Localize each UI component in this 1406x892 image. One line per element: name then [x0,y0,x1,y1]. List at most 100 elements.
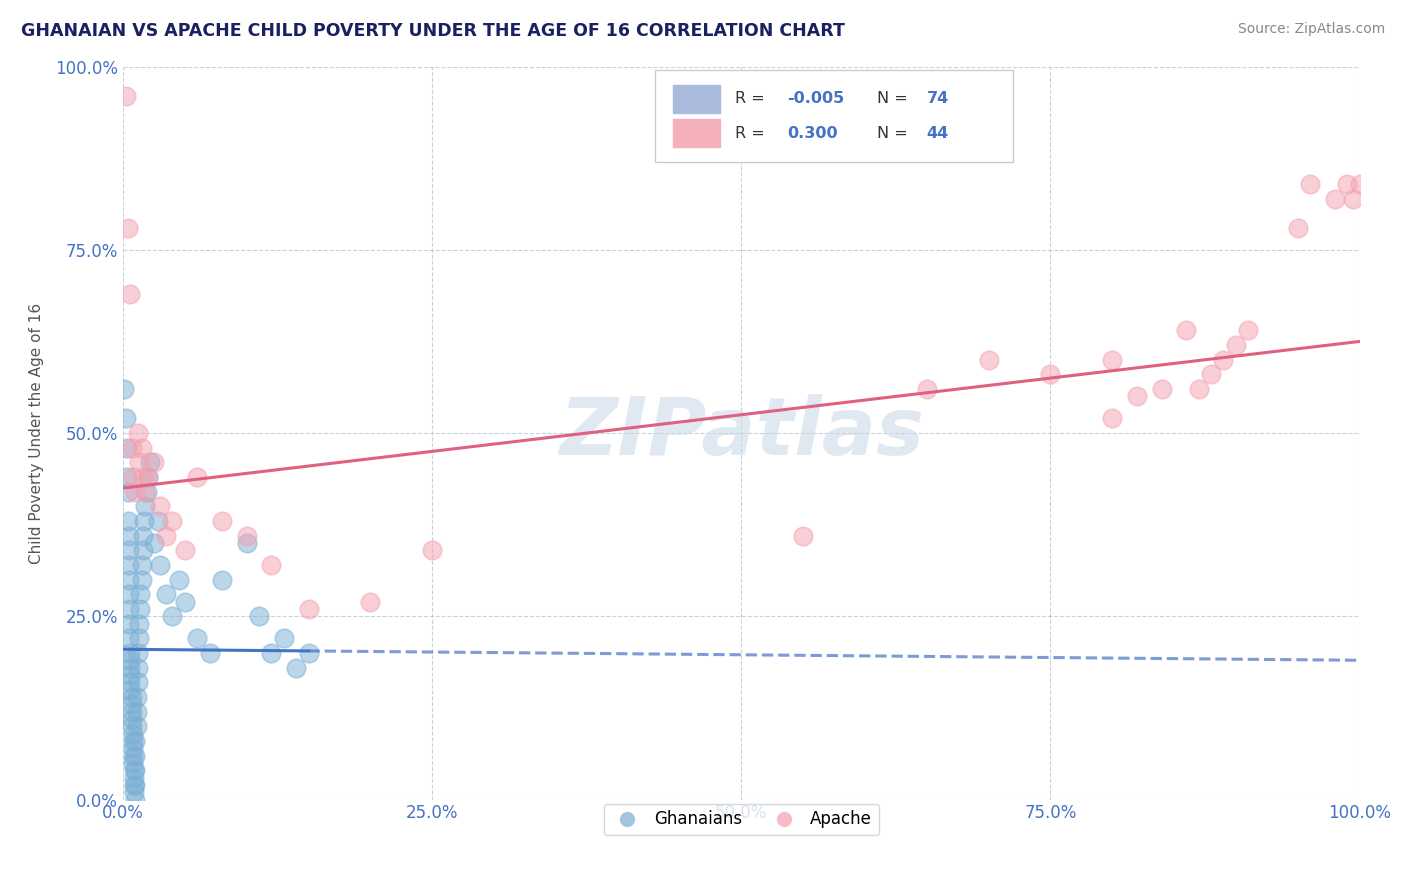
Text: 74: 74 [927,91,949,106]
Point [1212,352,1234,367]
Point [120,660,142,674]
Point [139,455,162,469]
Point [173,594,195,608]
Point [132,470,155,484]
Point [420,543,443,558]
Point [118,616,141,631]
Point [142,536,165,550]
Point [1299,177,1322,191]
Point [128,455,150,469]
Point [297,646,319,660]
Point [132,543,155,558]
Point [173,543,195,558]
Text: N =: N = [877,126,912,141]
Point [1188,382,1211,396]
Point [127,675,149,690]
Point [155,587,177,601]
Point [125,705,148,719]
Point [118,558,141,572]
Point [186,470,208,484]
Point [121,441,143,455]
Legend: Ghanaians, Apache: Ghanaians, Apache [603,804,879,835]
Point [114,89,136,103]
Point [121,690,143,704]
FancyBboxPatch shape [673,85,720,112]
Point [235,536,257,550]
Point [1199,368,1222,382]
Point [1348,177,1371,191]
Text: GHANAIAN VS APACHE CHILD POVERTY UNDER THE AGE OF 16 CORRELATION CHART: GHANAIAN VS APACHE CHILD POVERTY UNDER T… [21,22,845,40]
Point [122,741,145,756]
Point [1101,411,1123,425]
Point [977,352,1000,367]
Point [124,484,146,499]
Point [114,411,136,425]
Point [260,558,283,572]
Point [149,558,172,572]
Point [121,698,143,712]
Point [129,602,152,616]
Point [117,220,139,235]
Text: ZIPatlas: ZIPatlas [558,394,924,472]
Point [162,609,184,624]
Point [297,602,319,616]
Point [1286,220,1309,235]
Point [121,719,143,733]
Point [235,529,257,543]
Point [115,441,138,455]
Point [134,484,156,499]
Point [273,632,295,646]
Point [131,573,153,587]
Point [127,660,149,674]
Point [128,632,150,646]
Point [359,594,381,608]
Point [121,705,143,719]
Point [122,756,145,770]
Point [1039,368,1062,382]
Point [122,734,145,748]
Point [1336,177,1358,191]
Point [112,382,135,396]
Point [127,425,149,440]
Point [146,514,169,528]
Point [120,675,142,690]
Point [132,529,155,543]
Point [122,726,145,740]
Point [124,748,146,763]
Text: 0.300: 0.300 [787,126,838,141]
FancyBboxPatch shape [655,70,1014,161]
Point [125,690,148,704]
Point [1343,192,1365,206]
Point [162,514,184,528]
Point [118,529,141,543]
Point [122,778,145,792]
Point [121,712,143,726]
Point [285,660,308,674]
Point [115,470,138,484]
Text: N =: N = [877,91,912,106]
Point [117,484,139,499]
Point [120,682,142,697]
Point [135,484,157,499]
Point [118,602,141,616]
Point [124,792,146,806]
Point [122,748,145,763]
Text: R =: R = [735,91,770,106]
Point [134,500,156,514]
Point [124,734,146,748]
Point [142,455,165,469]
Point [1323,192,1346,206]
Point [247,609,270,624]
Point [120,668,142,682]
Point [124,778,146,792]
Point [118,573,141,587]
Point [131,558,153,572]
Point [129,587,152,601]
Point [120,646,142,660]
Point [125,719,148,733]
Text: 44: 44 [927,126,949,141]
Text: Source: ZipAtlas.com: Source: ZipAtlas.com [1237,22,1385,37]
Point [1175,323,1198,337]
Y-axis label: Child Poverty Under the Age of 16: Child Poverty Under the Age of 16 [30,302,44,564]
Point [149,500,172,514]
